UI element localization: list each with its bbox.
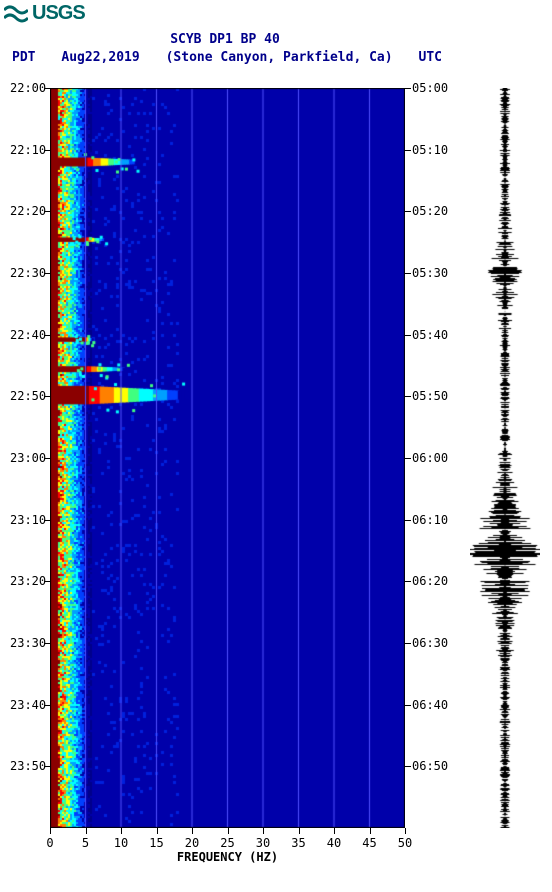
- y-tick-utc: 05:00: [412, 81, 448, 95]
- seismogram-canvas: [470, 88, 540, 828]
- y-tick-utc: 05:30: [412, 266, 448, 280]
- x-tick-label: 0: [46, 836, 53, 850]
- y-tick-utc: 05:10: [412, 143, 448, 157]
- y-tick-utc: 05:20: [412, 204, 448, 218]
- y-tick-pdt: 22:00: [10, 81, 46, 95]
- y-tick-pdt: 23:30: [10, 636, 46, 650]
- usgs-logo-text: USGS: [32, 2, 85, 25]
- y-tick-pdt: 23:00: [10, 451, 46, 465]
- x-tick-label: 20: [185, 836, 199, 850]
- tz-left-label: PDT: [12, 50, 35, 65]
- usgs-wave-icon: [4, 4, 28, 24]
- x-tick-label: 5: [82, 836, 89, 850]
- y-tick-utc: 06:40: [412, 698, 448, 712]
- y-tick-utc: 06:20: [412, 574, 448, 588]
- y-tick-pdt: 22:10: [10, 143, 46, 157]
- y-tick-pdt: 22:20: [10, 204, 46, 218]
- x-tick-label: 10: [114, 836, 128, 850]
- y-tick-utc: 05:50: [412, 389, 448, 403]
- y-tick-pdt: 22:40: [10, 328, 46, 342]
- y-axis-utc: 05:0005:1005:2005:3005:4005:5006:0006:10…: [412, 88, 452, 828]
- x-tick-label: 50: [398, 836, 412, 850]
- y-tick-pdt: 22:30: [10, 266, 46, 280]
- usgs-logo: USGS: [4, 2, 85, 25]
- chart-subtitle: PDT Aug22,2019 (Stone Canyon, Parkfield,…: [12, 50, 442, 65]
- y-tick-utc: 06:00: [412, 451, 448, 465]
- x-tick-label: 45: [362, 836, 376, 850]
- y-tick-utc: 06:10: [412, 513, 448, 527]
- y-tick-pdt: 23:10: [10, 513, 46, 527]
- tz-right-label: UTC: [419, 50, 442, 65]
- date-label: Aug22,2019: [61, 50, 139, 65]
- spectrogram-canvas: [50, 88, 405, 828]
- y-tick-pdt: 23:50: [10, 759, 46, 773]
- spectrogram: [50, 88, 405, 828]
- y-axis-pdt: 22:0022:1022:2022:3022:4022:5023:0023:10…: [10, 88, 48, 828]
- x-tick-label: 35: [291, 836, 305, 850]
- location-label: (Stone Canyon, Parkfield, Ca): [166, 50, 393, 65]
- x-tick-label: 25: [220, 836, 234, 850]
- y-tick-utc: 06:50: [412, 759, 448, 773]
- x-axis-label: FREQUENCY (HZ): [50, 850, 405, 864]
- y-tick-pdt: 23:40: [10, 698, 46, 712]
- x-tick-label: 15: [149, 836, 163, 850]
- x-tick-label: 30: [256, 836, 270, 850]
- y-tick-pdt: 23:20: [10, 574, 46, 588]
- chart-title: SCYB DP1 BP 40: [0, 32, 450, 47]
- y-tick-utc: 05:40: [412, 328, 448, 342]
- seismogram: [470, 88, 540, 828]
- y-tick-pdt: 22:50: [10, 389, 46, 403]
- x-tick-label: 40: [327, 836, 341, 850]
- y-tick-utc: 06:30: [412, 636, 448, 650]
